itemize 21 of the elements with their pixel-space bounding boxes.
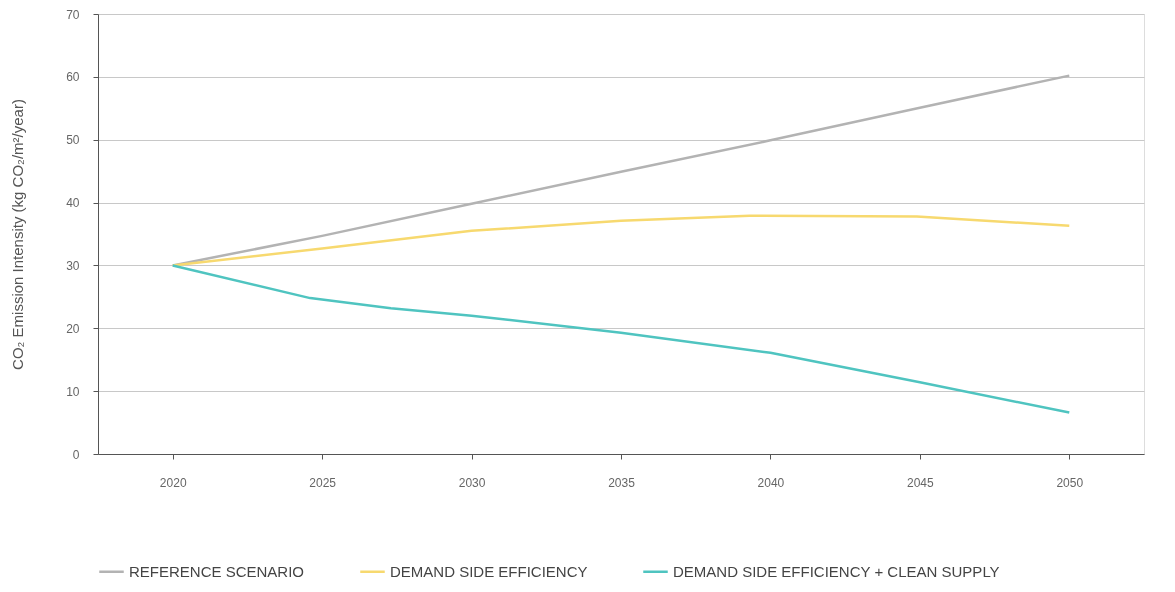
y-tick-label: 40 bbox=[66, 196, 80, 211]
x-tick-label: 2030 bbox=[458, 475, 486, 490]
y-tick-label: 30 bbox=[66, 258, 80, 273]
y-tick-label: 50 bbox=[66, 133, 80, 148]
x-tick-label: 2020 bbox=[159, 475, 187, 490]
x-tick-label: 2045 bbox=[907, 475, 935, 490]
y-tick-label: 70 bbox=[66, 7, 80, 22]
x-tick-label: 2050 bbox=[1056, 475, 1084, 490]
legend-label: DEMAND SIDE EFFICIENCY bbox=[390, 562, 588, 580]
y-tick-label: 60 bbox=[66, 70, 80, 85]
legend-label: DEMAND SIDE EFFICIENCY + CLEAN SUPPLY bbox=[673, 562, 1000, 580]
x-tick-label: 2025 bbox=[309, 475, 337, 490]
y-axis-title: CO₂ Emission Intensity (kg CO₂/m²/year) bbox=[9, 99, 27, 370]
line-series bbox=[171, 214, 1071, 267]
line-series bbox=[171, 264, 1071, 414]
y-tick-label: 10 bbox=[66, 384, 80, 399]
y-tick-label: 0 bbox=[72, 447, 80, 462]
x-tick-label: 2040 bbox=[757, 475, 785, 490]
legend-label: REFERENCE SCENARIO bbox=[129, 562, 305, 580]
x-tick-label: 2035 bbox=[608, 475, 636, 490]
y-tick-label: 20 bbox=[66, 321, 80, 336]
